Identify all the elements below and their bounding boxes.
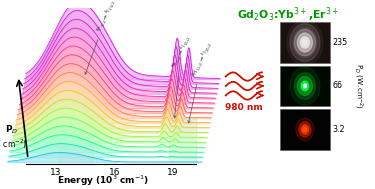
Text: P$_D$: P$_D$ <box>5 123 18 136</box>
Text: 19: 19 <box>167 168 178 177</box>
Bar <box>280 66 330 106</box>
Circle shape <box>297 77 312 95</box>
Text: 16: 16 <box>109 168 120 177</box>
Circle shape <box>303 127 307 132</box>
Bar <box>280 22 330 63</box>
Circle shape <box>293 27 317 58</box>
Circle shape <box>294 73 315 99</box>
Text: Energy (10$^3$ cm$^{-1}$): Energy (10$^3$ cm$^{-1}$) <box>57 174 149 188</box>
Circle shape <box>303 84 306 88</box>
Circle shape <box>296 118 314 141</box>
Text: 235: 235 <box>333 38 348 47</box>
Text: P$_D$ (W.cm$^{-2}$): P$_D$ (W.cm$^{-2}$) <box>352 63 364 109</box>
Bar <box>280 109 330 150</box>
Circle shape <box>300 37 309 48</box>
Text: 66: 66 <box>333 81 343 91</box>
Text: 980 nm: 980 nm <box>225 103 263 112</box>
Circle shape <box>303 40 307 45</box>
Text: $^4$F$_{9/2}$$\rightarrow$$^4$I$_{15/2}$: $^4$F$_{9/2}$$\rightarrow$$^4$I$_{15/2}$ <box>85 0 118 74</box>
Circle shape <box>297 33 312 52</box>
Text: Gd$_2$O$_3$:Yb$^{3+}$,Er$^{3+}$: Gd$_2$O$_3$:Yb$^{3+}$,Er$^{3+}$ <box>237 6 339 24</box>
Circle shape <box>299 122 311 137</box>
Circle shape <box>290 67 320 105</box>
Circle shape <box>290 24 320 61</box>
Circle shape <box>301 125 309 134</box>
Circle shape <box>287 20 323 65</box>
Text: 3.2: 3.2 <box>333 125 345 134</box>
Text: $^2$H$_{11/2}$$\rightarrow$$^4$I$_{15/2}$: $^2$H$_{11/2}$$\rightarrow$$^4$I$_{15/2}… <box>188 40 215 123</box>
Bar <box>58 76 94 162</box>
Circle shape <box>301 81 309 91</box>
Circle shape <box>294 29 315 56</box>
Text: 13: 13 <box>50 168 62 177</box>
Bar <box>170 119 198 162</box>
Text: (W cm$^{-2}$): (W cm$^{-2}$) <box>0 137 27 151</box>
Text: $^4$S$_{3/2}$$\rightarrow$$^4$I$_{15/2}$: $^4$S$_{3/2}$$\rightarrow$$^4$I$_{15/2}$ <box>170 34 193 118</box>
